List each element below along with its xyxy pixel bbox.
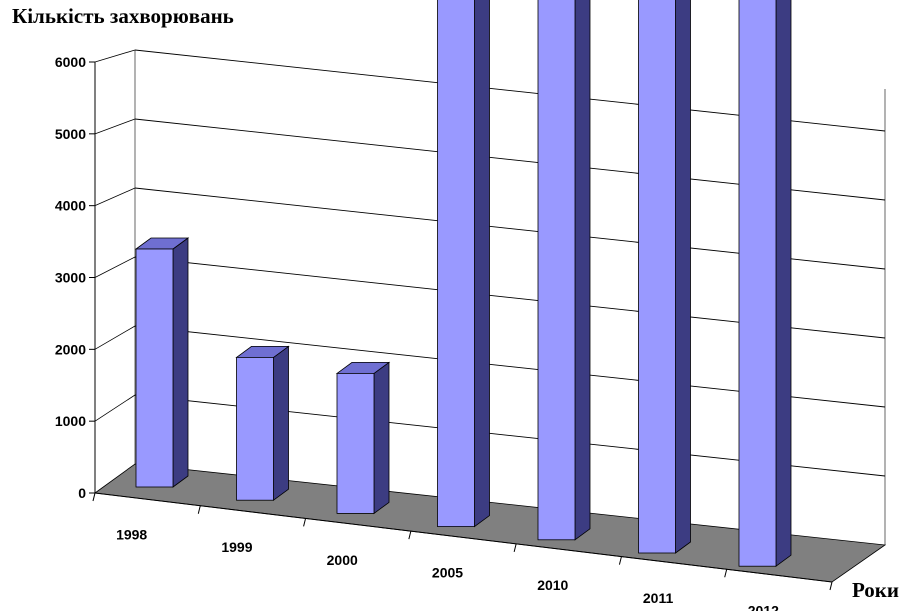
x-tick-mark [197, 505, 201, 514]
bar-front [336, 372, 375, 514]
gridline-side [94, 187, 136, 207]
bar-front [738, 0, 777, 567]
bar-1999 [235, 345, 290, 501]
y-tick-label: 5000 [55, 126, 86, 142]
x-axis-title: Роки [852, 578, 900, 602]
bar-2005 [437, 0, 490, 528]
x-axis-line [94, 492, 833, 583]
bar-front [135, 248, 174, 488]
bar-side [574, 0, 591, 541]
bar-2000 [335, 361, 391, 515]
bar-front [437, 0, 475, 528]
bar-2012 [738, 0, 792, 567]
bar-1998 [134, 237, 190, 488]
x-tick-mark [92, 492, 96, 502]
bar-2010 [537, 0, 591, 541]
y-axis-title: Кількість захворювань [12, 4, 234, 28]
y-tick-label: 1000 [55, 413, 86, 429]
bar-side [172, 237, 189, 488]
x-tick-mark [513, 543, 517, 552]
gridline-side [94, 325, 136, 350]
gridline-side [94, 49, 136, 63]
x-tick-mark [303, 518, 307, 527]
x-tick-mark [829, 581, 833, 591]
y-tick-label: 3000 [55, 270, 86, 286]
bar-side [273, 345, 289, 501]
gridline-side [94, 256, 136, 278]
gridline-side [94, 118, 136, 135]
y-tick-label: 4000 [55, 198, 86, 214]
x-tick-label: 1999 [221, 539, 252, 555]
y-tick-label: 0 [78, 485, 86, 501]
x-tick-label: 1998 [116, 526, 147, 542]
bar-side [373, 361, 390, 515]
bar-2011 [638, 0, 691, 554]
x-tick-mark [408, 531, 412, 540]
x-tick-label: 2011 [643, 590, 674, 606]
x-tick-mark [618, 556, 622, 565]
bar-side [474, 0, 490, 528]
y-tick-label: 2000 [55, 341, 86, 357]
bar-front [638, 0, 676, 554]
x-tick-mark [724, 569, 728, 578]
bar-front [236, 356, 274, 501]
x-tick-label: 2012 [748, 603, 779, 611]
x-tick-label: 2010 [537, 577, 568, 593]
x-tick-label: 2000 [327, 552, 358, 568]
gridline-side [94, 394, 136, 422]
x-tick-label: 2005 [432, 565, 463, 581]
y-tick-label: 6000 [55, 54, 86, 70]
bar-front [537, 0, 576, 541]
bar-side [775, 0, 792, 567]
bar-side [675, 0, 691, 554]
